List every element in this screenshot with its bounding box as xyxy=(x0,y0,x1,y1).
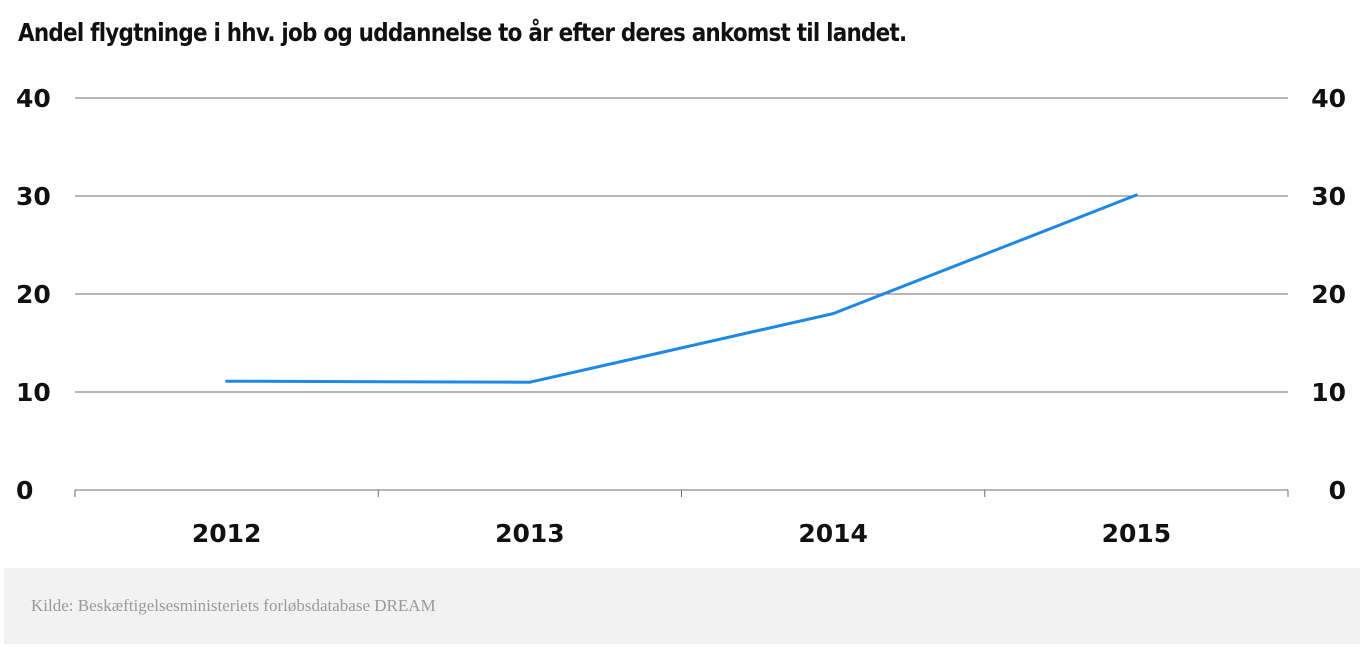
y-tick-label-right: 30 xyxy=(1311,182,1346,211)
y-tick-label-left: 40 xyxy=(16,84,51,113)
series-line xyxy=(225,193,1138,384)
y-tick-label-left: 20 xyxy=(16,280,51,309)
x-tick-label: 2015 xyxy=(1102,519,1172,548)
line-chart: 0 0 10 10 20 20 30 30 40 40 2012 2013 2014 2015 xyxy=(16,84,1346,548)
y-tick-label-right: 40 xyxy=(1311,84,1346,113)
y-tick-label-right: 0 xyxy=(1329,476,1346,505)
x-tick-label: 2013 xyxy=(495,519,565,548)
y-tick-label-left: 30 xyxy=(16,182,51,211)
x-axis-labels: 2012 2013 2014 2015 xyxy=(192,519,1171,548)
chart-title: Andel flygtninge i hhv. job og uddannels… xyxy=(18,18,907,47)
source-footer: Kilde: Beskæftigelsesministeriets forløb… xyxy=(4,568,1360,644)
y-tick-label-right: 20 xyxy=(1311,280,1346,309)
y-tick-label-right: 10 xyxy=(1311,378,1346,407)
x-axis xyxy=(74,489,1289,497)
x-tick-label: 2014 xyxy=(798,519,868,548)
y-tick-label-left: 10 xyxy=(16,378,51,407)
y-axis-labels: 0 0 10 10 20 20 30 30 40 40 xyxy=(16,84,1346,505)
source-text: Kilde: Beskæftigelsesministeriets forløb… xyxy=(31,596,436,615)
series-layer xyxy=(225,193,1138,384)
x-tick-label: 2012 xyxy=(192,519,262,548)
gridlines xyxy=(75,97,1288,393)
y-tick-label-left: 0 xyxy=(16,476,33,505)
